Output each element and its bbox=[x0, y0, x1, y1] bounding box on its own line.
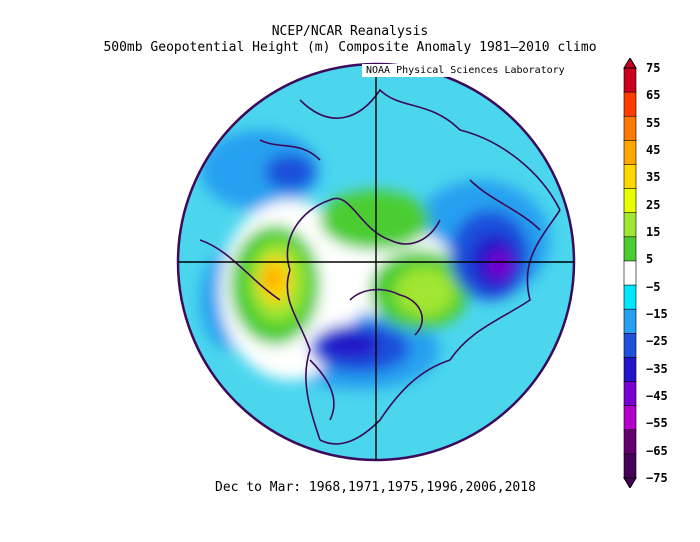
colorbar-swatch bbox=[623, 405, 637, 431]
colorbar-swatch bbox=[623, 429, 637, 455]
colorbar: 75 65 55 45 35 25 15 5 −5 −15 −25 −35 −45 −55 −65 −75 bbox=[622, 58, 700, 488]
colorbar-label: 75 bbox=[646, 61, 661, 75]
colorbar-label: −55 bbox=[646, 416, 668, 431]
colorbar-label: −15 bbox=[646, 307, 668, 321]
anomaly-field bbox=[200, 130, 550, 390]
composite-years: Dec to Mar: 1968,1971,1975,1996,2006,201… bbox=[215, 480, 536, 495]
chart-title-line1-visible: NCEP/NCAR Reanalysis bbox=[271, 24, 429, 39]
colorbar-label: −75 bbox=[646, 471, 668, 485]
colorbar-swatch bbox=[623, 236, 637, 262]
credit-label: NOAA Physical Sciences Laboratory bbox=[362, 64, 569, 77]
colorbar-bottom-arrow bbox=[623, 477, 637, 488]
colorbar-top-arrow bbox=[623, 58, 637, 69]
colorbar-swatch bbox=[623, 332, 637, 359]
colorbar-swatch bbox=[623, 91, 637, 118]
colorbar-label: −5 bbox=[646, 279, 661, 294]
colorbar-label: 65 bbox=[646, 88, 661, 103]
colorbar-swatch bbox=[623, 164, 637, 190]
colorbar-swatch bbox=[623, 115, 637, 142]
colorbar-swatch bbox=[623, 308, 637, 335]
colorbar-label: −25 bbox=[646, 334, 668, 349]
colorbar-label: −45 bbox=[646, 389, 668, 403]
colorbar-label: 35 bbox=[646, 170, 661, 185]
polar-map bbox=[176, 62, 576, 462]
colorbar-swatch bbox=[623, 212, 637, 238]
colorbar-label: −65 bbox=[646, 443, 668, 458]
colorbar-swatch bbox=[623, 67, 637, 93]
colorbar-swatch bbox=[623, 381, 637, 407]
colorbar-label: 45 bbox=[646, 143, 661, 157]
chart-title-line2: 500mb Geopotential Height (m) Composite … bbox=[103, 40, 597, 55]
colorbar-swatch bbox=[623, 453, 637, 479]
colorbar-label: 5 bbox=[646, 252, 654, 267]
colorbar-swatch bbox=[623, 188, 637, 214]
coastlines bbox=[199, 88, 561, 445]
colorbar-swatch bbox=[623, 284, 637, 310]
colorbar-swatch bbox=[623, 357, 637, 383]
colorbar-label: 15 bbox=[646, 225, 661, 239]
colorbar-label: 55 bbox=[646, 115, 661, 130]
colorbar-label: 25 bbox=[646, 197, 661, 212]
colorbar-label: −35 bbox=[646, 361, 668, 376]
colorbar-swatches bbox=[623, 58, 637, 488]
colorbar-swatch bbox=[623, 140, 637, 166]
colorbar-swatch bbox=[623, 260, 637, 286]
